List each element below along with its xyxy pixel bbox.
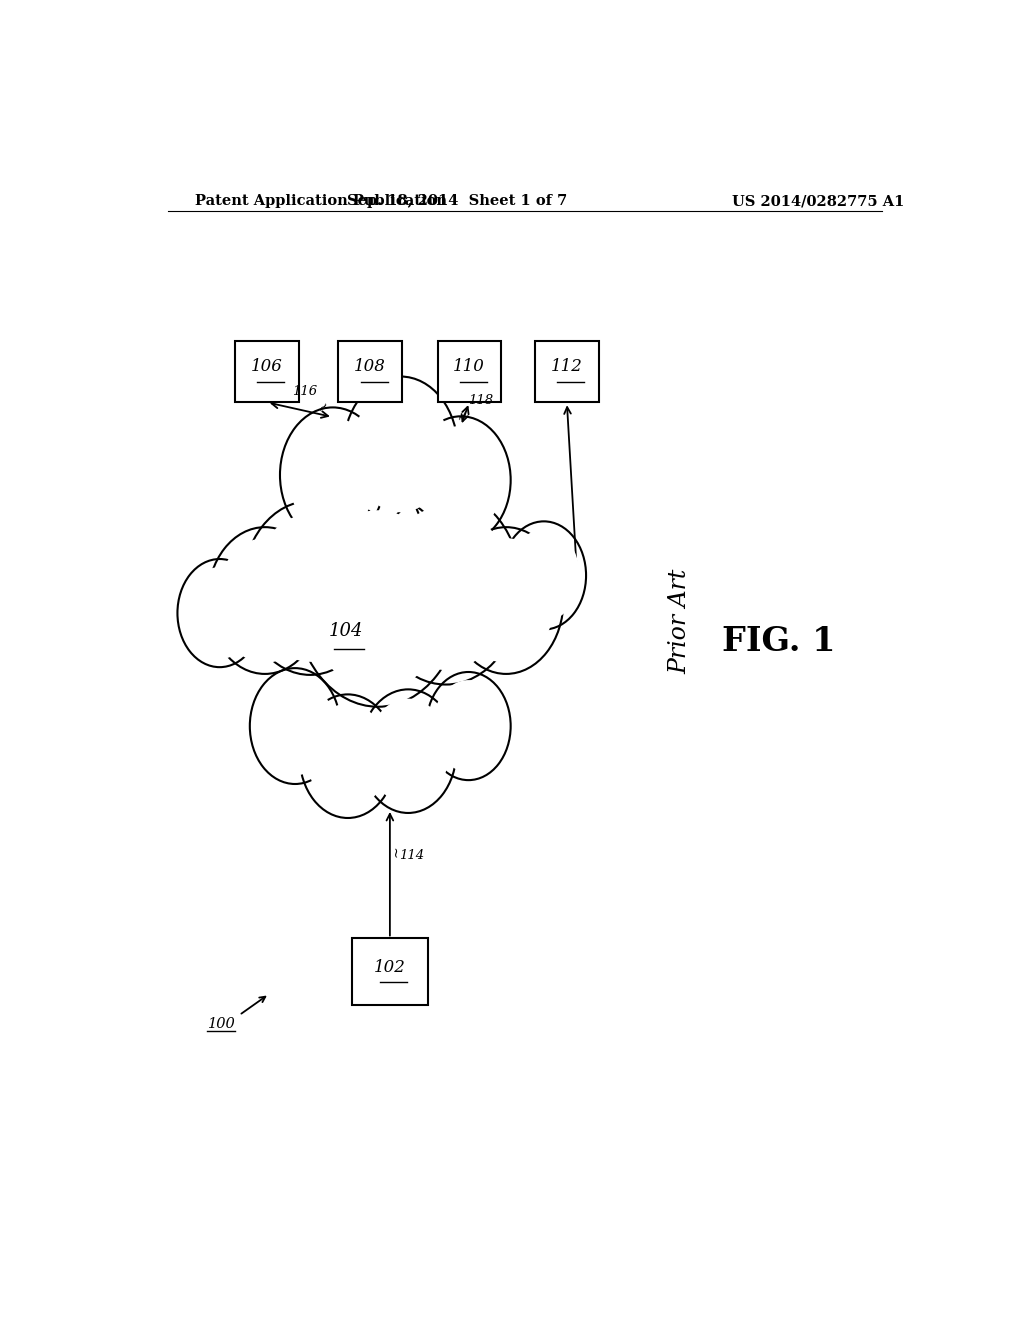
Text: ~: ~ xyxy=(314,397,332,416)
Text: 104: 104 xyxy=(329,622,364,640)
Circle shape xyxy=(295,494,461,706)
Circle shape xyxy=(257,677,334,775)
Circle shape xyxy=(449,527,563,675)
Text: 106: 106 xyxy=(251,358,283,375)
Circle shape xyxy=(382,506,510,671)
Text: 108: 108 xyxy=(354,358,386,375)
Circle shape xyxy=(307,511,449,690)
Circle shape xyxy=(412,416,511,544)
Text: 116: 116 xyxy=(293,385,317,399)
Circle shape xyxy=(508,529,580,622)
Bar xyxy=(536,342,599,403)
Text: 114: 114 xyxy=(399,850,425,862)
Text: 110: 110 xyxy=(454,358,485,375)
Circle shape xyxy=(368,698,450,804)
Bar xyxy=(437,342,501,403)
Circle shape xyxy=(458,539,555,663)
Text: ~: ~ xyxy=(389,845,403,857)
Text: 112: 112 xyxy=(551,358,583,375)
Circle shape xyxy=(177,558,262,667)
Text: 118: 118 xyxy=(468,395,494,407)
Circle shape xyxy=(216,539,313,663)
Text: 100: 100 xyxy=(208,1018,236,1031)
Circle shape xyxy=(280,408,385,543)
Circle shape xyxy=(300,694,396,818)
Text: Prior Art: Prior Art xyxy=(668,568,691,673)
Circle shape xyxy=(343,376,458,523)
Circle shape xyxy=(502,521,586,630)
Circle shape xyxy=(432,680,505,772)
Bar xyxy=(338,342,401,403)
Circle shape xyxy=(253,513,368,661)
Circle shape xyxy=(288,417,378,532)
Circle shape xyxy=(352,388,450,512)
Bar xyxy=(352,939,428,1005)
Text: 102: 102 xyxy=(374,958,406,975)
Circle shape xyxy=(208,527,323,675)
Circle shape xyxy=(243,502,378,675)
Circle shape xyxy=(371,491,521,685)
Circle shape xyxy=(307,704,389,809)
Circle shape xyxy=(183,568,256,659)
Text: FIG. 1: FIG. 1 xyxy=(722,624,836,657)
Text: US 2014/0282775 A1: US 2014/0282775 A1 xyxy=(732,194,904,209)
Circle shape xyxy=(250,668,340,784)
Circle shape xyxy=(419,426,503,535)
Text: ~: ~ xyxy=(454,407,472,425)
Circle shape xyxy=(426,672,511,780)
Bar xyxy=(236,342,299,403)
Circle shape xyxy=(359,689,457,813)
Text: Patent Application Publication: Patent Application Publication xyxy=(196,194,447,209)
Text: Sep. 18, 2014  Sheet 1 of 7: Sep. 18, 2014 Sheet 1 of 7 xyxy=(347,194,567,209)
